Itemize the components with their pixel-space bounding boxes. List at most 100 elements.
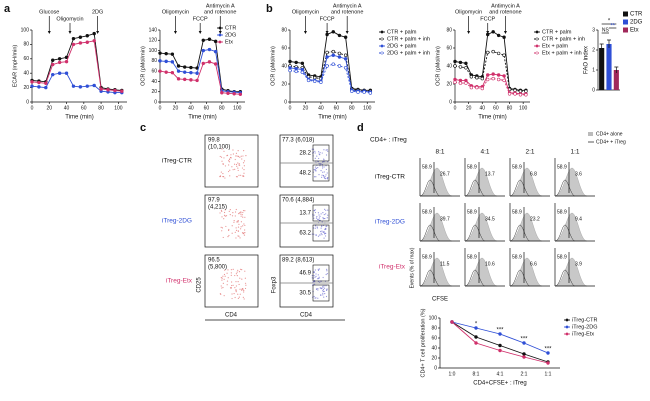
arrow-head <box>198 31 202 34</box>
data-point <box>294 60 298 65</box>
data-point <box>474 335 478 339</box>
gate-value: 30.5 <box>299 291 311 297</box>
flow-dot <box>223 295 225 297</box>
cell-value: 58.9 <box>422 254 432 260</box>
data-point <box>325 55 329 59</box>
flow-dot <box>234 158 236 161</box>
flow-dot <box>314 276 316 278</box>
series-line <box>454 51 526 92</box>
histogram-cocult <box>509 179 531 197</box>
flow-dot <box>222 286 224 289</box>
flow-dot <box>327 214 329 216</box>
flow-dot <box>322 276 324 279</box>
histogram-alone <box>419 167 453 197</box>
data-point <box>513 88 517 93</box>
flow-dot <box>233 221 235 223</box>
data-point <box>524 93 528 97</box>
data-point <box>71 84 76 88</box>
data-point <box>498 348 502 353</box>
histogram-alone <box>554 167 588 197</box>
data-point <box>57 71 62 75</box>
data-point <box>486 77 490 82</box>
flow-dot <box>237 162 239 164</box>
flow-dot <box>239 237 241 239</box>
grid-header: CD4+ : iTreg <box>370 137 407 144</box>
flow-dot <box>230 154 232 156</box>
flow-dot <box>242 162 245 164</box>
flow-dot <box>239 277 241 279</box>
cell-value: 58.9 <box>512 164 522 170</box>
flow-dot <box>325 285 327 287</box>
data-point <box>183 65 187 69</box>
flow-dot <box>243 298 245 300</box>
flow-dot <box>219 175 222 177</box>
flow-dot <box>324 228 326 231</box>
data-point <box>507 92 512 96</box>
flow-dot <box>320 227 322 229</box>
x-tick-label: 100 <box>114 105 123 111</box>
legend-label: CTR + palm <box>542 29 572 35</box>
cell-value: 58.9 <box>512 209 522 215</box>
flow-dot <box>238 174 240 176</box>
flow-dot <box>323 171 325 173</box>
flow-dot <box>239 293 241 295</box>
data-point <box>164 70 168 74</box>
flow-dot <box>314 152 316 154</box>
flow-dot <box>323 176 325 178</box>
flow-dot <box>219 212 221 214</box>
flow-dot <box>321 234 323 236</box>
flow-dot <box>315 288 318 290</box>
data-point <box>362 90 366 94</box>
gate <box>312 204 330 222</box>
flow-dot <box>323 231 325 234</box>
flow-dot <box>322 161 325 163</box>
flow-dot <box>219 155 221 158</box>
flow-dot <box>317 167 319 169</box>
flow-dot <box>228 210 230 212</box>
flow-dot <box>241 232 244 234</box>
flow-dot <box>325 209 327 211</box>
flow-dot <box>229 175 231 177</box>
y-tick-label: 80 <box>151 58 157 64</box>
flow-dot <box>221 287 223 289</box>
flow-dot <box>313 275 315 277</box>
flow-dot <box>242 225 244 227</box>
flow-dot <box>238 163 240 165</box>
cell-value: 6.8 <box>530 171 537 177</box>
significance: * <box>608 19 611 25</box>
flow-dot <box>227 277 229 279</box>
flow-dot <box>225 225 227 228</box>
flow-dot <box>240 174 242 176</box>
flow-dot <box>242 155 244 157</box>
flow-dot <box>226 272 228 274</box>
flow-dot <box>231 225 233 227</box>
flow-dot <box>221 210 223 212</box>
flow-dot <box>326 149 328 151</box>
flow-dot <box>323 296 325 298</box>
flow-dot <box>320 294 322 296</box>
flow-dot <box>237 269 239 271</box>
flow-dot <box>235 285 237 287</box>
bar <box>613 70 619 90</box>
flow-dot <box>323 149 325 151</box>
legend-marker <box>380 44 384 48</box>
legend-label: CD4+ alone <box>596 131 623 137</box>
flow-dot <box>229 169 231 171</box>
flow-dot <box>235 229 238 231</box>
x-tick-label: 20 <box>303 105 309 111</box>
flow-dot <box>318 217 320 219</box>
data-point <box>201 61 205 66</box>
panel-letter: c <box>140 122 146 134</box>
data-point <box>300 67 305 72</box>
flow-dot <box>316 227 319 229</box>
histogram-cocult <box>419 224 441 242</box>
flow-dot <box>317 268 319 270</box>
flow-dot <box>224 209 226 211</box>
data-point <box>207 37 212 41</box>
data-point <box>453 77 457 82</box>
y-tick-label: 100 <box>21 27 30 33</box>
flow-dot <box>244 287 247 290</box>
gate-value: 63.2 <box>299 231 311 237</box>
data-point <box>502 53 506 57</box>
flow-dot <box>321 174 323 176</box>
